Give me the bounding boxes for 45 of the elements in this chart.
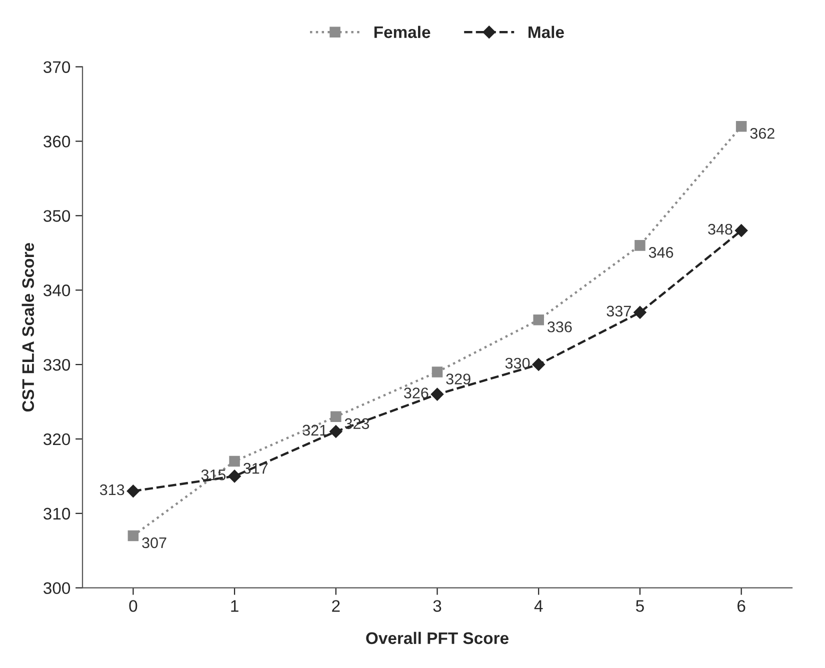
x-tick-label: 3 [433, 600, 442, 612]
point [532, 358, 546, 371]
point [228, 470, 241, 483]
x-axis-title: Overall PFT Score [366, 632, 508, 644]
point [734, 224, 748, 237]
x-tick-label: 4 [534, 600, 543, 612]
data-label: 315 [201, 469, 226, 480]
data-label: 337 [606, 306, 631, 317]
x-tick-label: 5 [636, 600, 644, 612]
x-tick-label: 1 [231, 600, 238, 612]
y-tick-label: 320 [44, 433, 70, 446]
point [533, 314, 544, 326]
y-axis-title: CST ELA Scale Score [22, 242, 34, 412]
data-label: 330 [505, 358, 530, 369]
y-tick-label: 350 [44, 210, 70, 222]
y-tick-label: 300 [44, 582, 70, 594]
point [634, 306, 646, 319]
point [736, 120, 747, 132]
y-tick-label: 370 [44, 61, 70, 74]
data-label: 346 [648, 247, 674, 258]
point [432, 366, 443, 378]
y-tick-label: 360 [44, 136, 70, 148]
data-label: 329 [446, 374, 470, 384]
point [330, 411, 342, 422]
y-tick-label: 330 [44, 358, 70, 371]
data-label: 336 [548, 321, 572, 332]
data-label: 348 [708, 224, 732, 235]
y-tick-label: 310 [44, 508, 70, 520]
x-tick-label: 2 [332, 600, 340, 612]
x-tick-label: 6 [738, 600, 746, 612]
point [430, 388, 444, 401]
data-label: 307 [142, 537, 166, 548]
point [329, 425, 342, 438]
legend-label: Female [374, 26, 430, 38]
point [128, 530, 139, 542]
y-tick-label: 340 [44, 284, 70, 296]
data-label: 362 [750, 128, 774, 139]
point [126, 484, 140, 498]
legend-label: Male [528, 26, 564, 38]
data-label: 326 [404, 388, 428, 398]
data-label: 313 [100, 484, 124, 496]
x-tick-label: 0 [129, 600, 138, 612]
point [229, 456, 240, 467]
point [634, 240, 646, 251]
data-label: 321 [302, 424, 327, 436]
